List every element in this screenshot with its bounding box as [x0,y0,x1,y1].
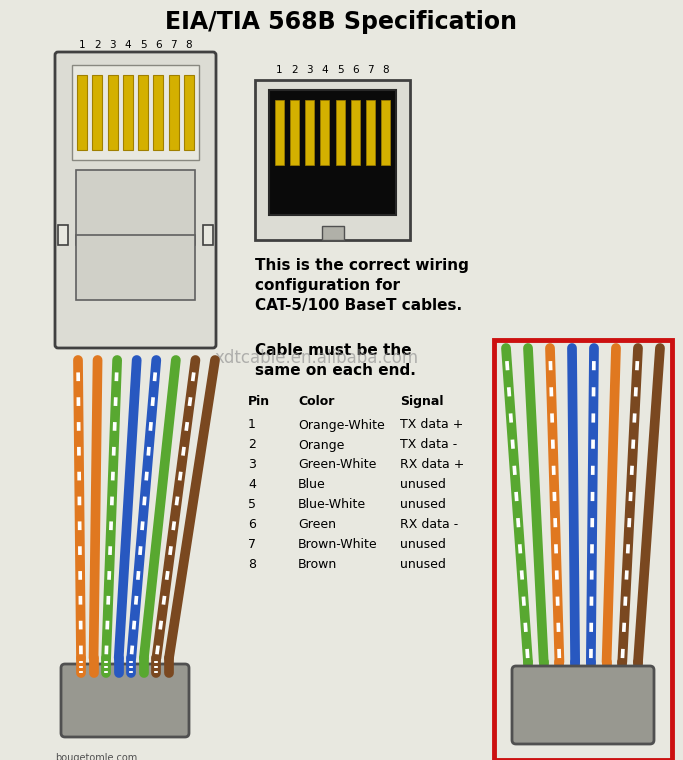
Bar [76,170,195,245]
Text: 8: 8 [382,65,389,75]
Bar [366,100,375,165]
Text: 8: 8 [186,40,192,50]
Text: bougetomle.com: bougetomle.com [55,753,137,760]
Text: 1: 1 [79,40,85,50]
Text: xdtcable.en.alibaba.com: xdtcable.en.alibaba.com [215,349,419,367]
Text: 7: 7 [367,65,374,75]
Text: Brown: Brown [298,559,337,572]
Text: 3: 3 [109,40,116,50]
Text: Signal: Signal [400,395,443,408]
Text: 2: 2 [248,439,256,451]
Text: Blue-White: Blue-White [298,499,366,511]
Text: EIA/TIA 568B Specification: EIA/TIA 568B Specification [165,10,517,34]
Bar [381,100,390,165]
Text: Brown-White: Brown-White [298,539,378,552]
Text: Cable must be the: Cable must be the [255,343,412,358]
Text: TX data -: TX data - [400,439,457,451]
Text: RX data +: RX data + [400,458,464,471]
Bar [305,100,314,165]
Bar [335,100,344,165]
Bar [290,100,299,165]
Bar [320,100,329,165]
Text: unused: unused [400,479,446,492]
Text: Color: Color [298,395,335,408]
Bar [123,75,133,150]
Text: Green: Green [298,518,336,531]
Text: 3: 3 [248,458,256,471]
Text: TX data +: TX data + [400,419,463,432]
Text: same on each end.: same on each end. [255,363,416,378]
Bar [322,226,344,240]
Bar [72,65,199,160]
Text: Blue: Blue [298,479,326,492]
Text: 4: 4 [124,40,131,50]
Text: 1: 1 [277,65,283,75]
Text: 5: 5 [140,40,146,50]
Text: Orange: Orange [298,439,344,451]
Text: Orange-White: Orange-White [298,419,385,432]
Text: configuration for: configuration for [255,278,400,293]
Text: 7: 7 [170,40,177,50]
Text: This is the correct wiring: This is the correct wiring [255,258,469,273]
Bar [275,100,284,165]
Bar [58,225,68,245]
Bar [153,75,163,150]
FancyBboxPatch shape [55,52,216,348]
Bar [108,75,117,150]
Text: unused: unused [400,499,446,511]
Text: unused: unused [400,539,446,552]
Text: 6: 6 [352,65,359,75]
Text: 7: 7 [248,539,256,552]
Text: 4: 4 [322,65,329,75]
Text: 8: 8 [248,559,256,572]
Bar [184,75,194,150]
Text: CAT-5/100 BaseT cables.: CAT-5/100 BaseT cables. [255,298,462,313]
Text: 4: 4 [248,479,256,492]
Bar [494,340,672,760]
Text: 5: 5 [337,65,344,75]
Text: RX data -: RX data - [400,518,458,531]
Bar [269,90,396,215]
Bar [255,80,410,240]
Text: Pin: Pin [248,395,270,408]
Bar [92,75,102,150]
Bar [138,75,148,150]
Text: 2: 2 [94,40,101,50]
Bar [169,75,178,150]
Text: 5: 5 [248,499,256,511]
FancyBboxPatch shape [61,664,189,737]
Bar [350,100,360,165]
Text: unused: unused [400,559,446,572]
Bar [76,235,195,300]
Text: 3: 3 [307,65,313,75]
Bar [203,225,213,245]
Text: 6: 6 [155,40,162,50]
FancyBboxPatch shape [512,666,654,744]
Text: 6: 6 [248,518,256,531]
Text: Green-White: Green-White [298,458,376,471]
Bar [77,75,87,150]
Text: 1: 1 [248,419,256,432]
Text: 2: 2 [292,65,298,75]
